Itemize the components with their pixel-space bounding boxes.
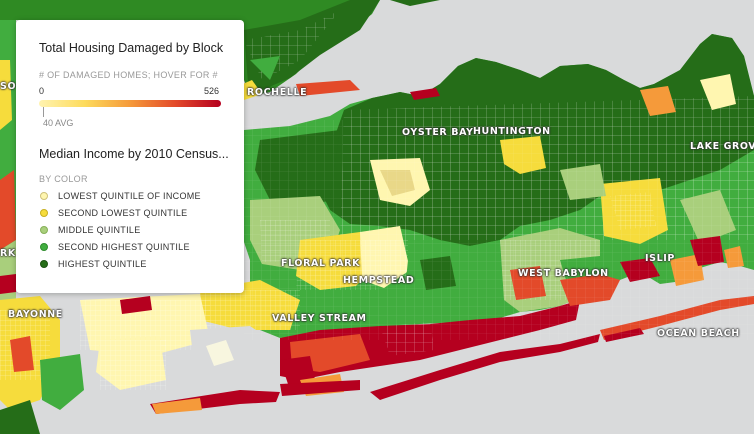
place-label-oyster-bay: OYSTER BAY <box>402 127 474 138</box>
place-label-hempstead: HEMPSTEAD <box>343 275 415 286</box>
income-legend-label: SECOND LOWEST QUINTILE <box>58 208 188 218</box>
barrier-beach-long-beach <box>370 334 600 400</box>
income-legend-subtitle: BY COLOR <box>39 174 88 184</box>
income-swatch-second-highest <box>40 243 48 251</box>
damage-legend-title: Total Housing Damaged by Block <box>39 41 224 55</box>
income-legend-item-second-highest: SECOND HIGHEST QUINTILE <box>40 241 190 253</box>
legend-panel: Total Housing Damaged by Block # OF DAMA… <box>16 20 244 293</box>
place-label-huntington: HUNTINGTON <box>473 126 551 137</box>
damage-avg-label: 40 AVG <box>43 118 74 128</box>
damage-gradient-bar <box>39 100 221 107</box>
income-swatch-middle <box>40 226 48 234</box>
damage-scale-max: 526 <box>204 86 220 96</box>
place-label-valley-stream: VALLEY STREAM <box>272 313 367 324</box>
income-legend-item-lowest: LOWEST QUINTILE OF INCOME <box>40 190 201 202</box>
damage-legend-subtitle: # OF DAMAGED HOMES; HOVER FOR # <box>39 70 218 80</box>
income-swatch-lowest <box>40 192 48 200</box>
income-legend-item-highest: HIGHEST QUINTILE <box>40 258 147 270</box>
income-legend-label: HIGHEST QUINTILE <box>58 259 147 269</box>
place-label-islip: ISLIP <box>645 253 675 264</box>
income-legend-label: MIDDLE QUINTILE <box>58 225 141 235</box>
place-label-west-babylon: WEST BABYLON <box>518 268 609 279</box>
damage-scale-min: 0 <box>39 86 45 96</box>
income-legend-item-middle: MIDDLE QUINTILE <box>40 224 141 236</box>
place-label-rk: RK <box>0 248 16 259</box>
income-legend-label: LOWEST QUINTILE OF INCOME <box>58 191 201 201</box>
income-legend-label: SECOND HIGHEST QUINTILE <box>58 242 190 252</box>
place-label-bayonne: BAYONNE <box>8 309 63 320</box>
place-label-rochelle: ROCHELLE <box>247 87 308 98</box>
income-legend-item-second-lowest: SECOND LOWEST QUINTILE <box>40 207 187 219</box>
damage-avg-marker <box>43 107 44 117</box>
income-legend-title: Median Income by 2010 Census... <box>39 147 229 161</box>
place-label-so: SO <box>0 81 17 92</box>
place-label-ocean-beach: OCEAN BEACH <box>657 328 740 339</box>
income-swatch-second-lowest <box>40 209 48 217</box>
income-swatch-highest <box>40 260 48 268</box>
place-label-floral-park: FLORAL PARK <box>281 258 361 269</box>
place-label-lake-grove: LAKE GROVE <box>690 141 754 152</box>
